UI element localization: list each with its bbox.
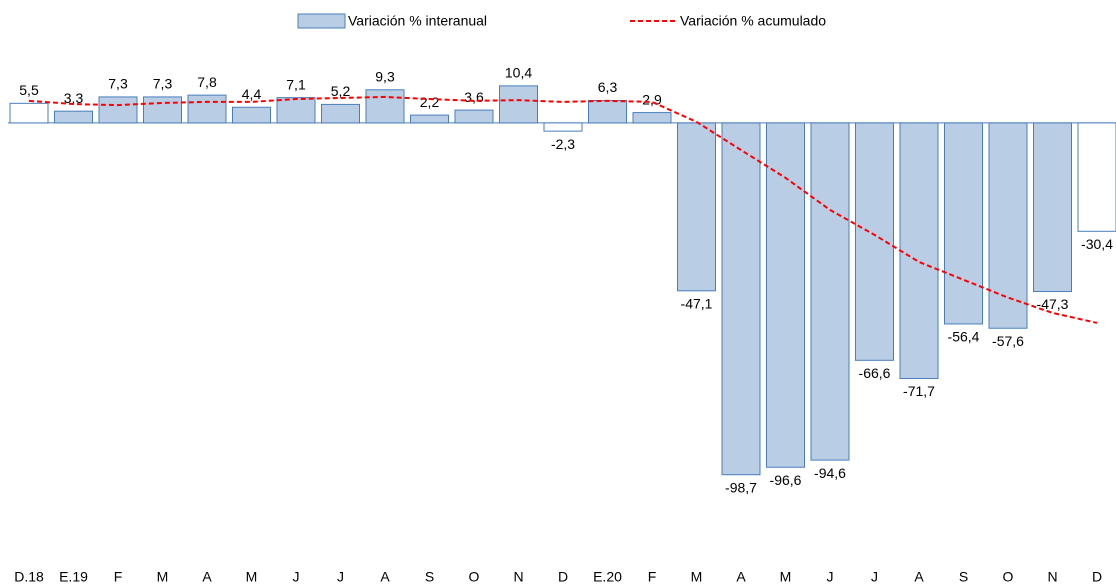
x-tick-label: J xyxy=(293,569,300,585)
bar xyxy=(410,114,449,124)
data-label: 2,2 xyxy=(420,94,440,110)
legend-label: Variación % interanual xyxy=(348,13,487,29)
bar xyxy=(54,110,93,124)
x-tick-label: A xyxy=(202,569,212,585)
bar xyxy=(187,94,227,124)
data-label: -2,3 xyxy=(551,136,575,152)
x-tick-label: J xyxy=(871,569,878,585)
bar xyxy=(276,97,316,124)
bar xyxy=(721,122,761,476)
x-tick-label: N xyxy=(1047,569,1057,585)
data-label: 2,9 xyxy=(642,91,662,107)
x-tick-label: D xyxy=(1092,569,1102,585)
data-label: 7,1 xyxy=(286,76,306,92)
bar xyxy=(499,85,538,124)
x-tick-label: O xyxy=(469,569,480,585)
data-label: 3,3 xyxy=(64,90,84,106)
data-label: -56,4 xyxy=(948,329,980,345)
data-label: -66,6 xyxy=(859,365,891,381)
data-label: -96,6 xyxy=(770,472,802,488)
bar xyxy=(232,106,271,124)
x-tick-label: F xyxy=(114,569,123,585)
bar xyxy=(365,89,405,124)
bar xyxy=(98,96,138,124)
x-tick-label: O xyxy=(1003,569,1014,585)
x-tick-label: J xyxy=(337,569,344,585)
x-tick-label: S xyxy=(425,569,434,585)
data-label: 3,6 xyxy=(464,89,484,105)
legend-label: Variación % acumulado xyxy=(680,13,826,29)
x-tick-label: D xyxy=(558,569,568,585)
data-label: -71,7 xyxy=(903,383,935,399)
data-label: -57,6 xyxy=(992,333,1024,349)
x-tick-label: M xyxy=(157,569,169,585)
bar xyxy=(810,122,850,461)
x-tick-label: M xyxy=(246,569,258,585)
data-label: 6,3 xyxy=(598,79,618,95)
legend-swatch xyxy=(297,13,346,29)
data-label: 7,8 xyxy=(197,74,217,90)
x-tick-label: D.18 xyxy=(14,569,44,585)
data-label: 4,4 xyxy=(242,86,262,102)
data-label: 10,4 xyxy=(505,65,532,81)
bar xyxy=(588,99,627,124)
x-tick-label: A xyxy=(914,569,924,585)
data-label: -47,1 xyxy=(681,296,713,312)
data-label: 7,3 xyxy=(153,76,173,92)
x-tick-label: M xyxy=(691,569,703,585)
x-tick-label: E.19 xyxy=(59,569,88,585)
x-tick-label: A xyxy=(380,569,390,585)
x-tick-label: A xyxy=(736,569,746,585)
data-label: 5,2 xyxy=(331,83,351,99)
data-label: -94,6 xyxy=(814,465,846,481)
bar xyxy=(1033,122,1072,293)
bar xyxy=(143,96,182,124)
data-label: -30,4 xyxy=(1081,236,1113,252)
bar xyxy=(944,122,983,325)
bar xyxy=(1077,122,1116,232)
bar xyxy=(677,122,716,292)
x-tick-label: E.20 xyxy=(593,569,622,585)
x-tick-label: S xyxy=(959,569,968,585)
data-label: -47,3 xyxy=(1037,296,1069,312)
data-label: -98,7 xyxy=(725,479,757,495)
bar xyxy=(632,112,672,124)
x-tick-label: M xyxy=(780,569,792,585)
bar xyxy=(899,122,939,379)
data-label: 7,3 xyxy=(108,76,128,92)
data-label: 9,3 xyxy=(375,68,395,84)
bar xyxy=(543,122,583,132)
x-tick-label: N xyxy=(513,569,523,585)
bar xyxy=(766,122,805,468)
bar xyxy=(988,122,1028,329)
x-tick-label: J xyxy=(827,569,834,585)
x-tick-label: F xyxy=(648,569,657,585)
bar xyxy=(454,109,494,124)
bar xyxy=(9,102,49,124)
line xyxy=(28,95,1098,324)
bar xyxy=(321,103,360,124)
data-label: 5,5 xyxy=(19,82,39,98)
bar xyxy=(855,122,894,361)
